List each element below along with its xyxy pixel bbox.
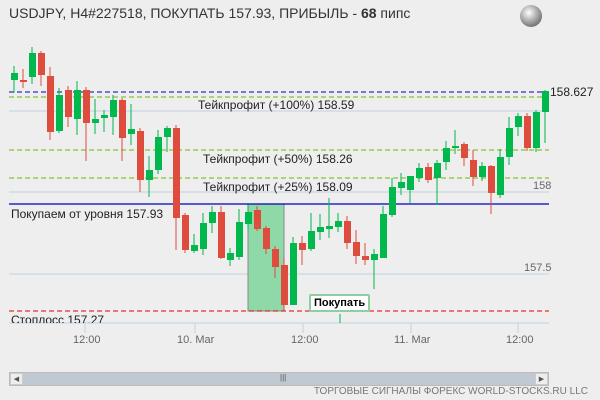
entry-label: Покупаем от уровня 157.93 bbox=[11, 207, 164, 221]
candle bbox=[299, 243, 306, 250]
candle bbox=[11, 73, 18, 80]
candle bbox=[56, 95, 63, 131]
candle bbox=[371, 254, 378, 260]
candle bbox=[29, 53, 36, 77]
globe-icon[interactable] bbox=[520, 5, 542, 27]
candle bbox=[227, 253, 234, 260]
candle bbox=[164, 128, 171, 137]
candle bbox=[281, 265, 288, 305]
candle bbox=[506, 128, 513, 157]
candle bbox=[542, 91, 549, 112]
scroll-left-button[interactable]: ◀ bbox=[10, 373, 23, 385]
candle bbox=[101, 115, 108, 118]
stoploss-label: Стоплосс 157.27 bbox=[11, 313, 105, 323]
candle bbox=[524, 116, 531, 148]
y-tick-1575: 157.5 bbox=[524, 262, 552, 274]
candle bbox=[128, 129, 135, 134]
chart-title: USDJPY, H4#227518, ПОКУПАТЬ 157.93, ПРИБ… bbox=[9, 5, 411, 21]
scroll-grip-icon[interactable]: ||| bbox=[280, 373, 287, 382]
candle bbox=[335, 221, 342, 227]
scroll-right-button[interactable]: ▶ bbox=[535, 373, 548, 385]
footer-credit: ТОРГОВЫЕ СИГНАЛЫ ФОРЕКС WORLD-STOCKS.RU … bbox=[313, 386, 588, 397]
candle bbox=[533, 112, 540, 148]
candle bbox=[191, 245, 198, 251]
candle bbox=[182, 215, 189, 250]
candle bbox=[326, 226, 333, 229]
candle bbox=[398, 182, 405, 188]
candle bbox=[443, 148, 450, 162]
candle bbox=[110, 100, 117, 117]
candle bbox=[254, 210, 261, 229]
tp100-label: Тейкпрофит (+100%) 158.59 bbox=[198, 98, 355, 112]
candle bbox=[497, 157, 504, 195]
candle bbox=[272, 249, 279, 267]
candle bbox=[92, 119, 99, 123]
tp25-label: Тейкпрофит (+25%) 158.09 bbox=[203, 180, 353, 194]
candle bbox=[74, 90, 81, 119]
candle bbox=[407, 176, 414, 190]
candle bbox=[344, 221, 351, 243]
x-tick: 12:00 bbox=[506, 334, 534, 346]
candle bbox=[236, 222, 243, 257]
candle bbox=[353, 242, 360, 256]
candle bbox=[137, 131, 144, 180]
x-tick: 12:00 bbox=[73, 334, 101, 346]
candle bbox=[38, 53, 45, 75]
x-tick: 11. Mar bbox=[394, 334, 431, 346]
tp50-label: Тейкпрофит (+50%) 158.26 bbox=[203, 152, 353, 166]
candle bbox=[515, 116, 522, 127]
candle bbox=[317, 227, 324, 232]
horizontal-scrollbar[interactable]: ◀ ||| ▶ bbox=[9, 372, 549, 386]
candle bbox=[479, 166, 486, 177]
candle bbox=[20, 80, 27, 82]
candle bbox=[389, 187, 396, 215]
candle bbox=[434, 163, 441, 178]
candle bbox=[488, 166, 495, 193]
candle bbox=[218, 212, 225, 258]
candle bbox=[200, 223, 207, 249]
x-tick: 10. Mar bbox=[177, 334, 215, 346]
candle bbox=[308, 231, 315, 249]
candle bbox=[290, 243, 297, 305]
candle bbox=[263, 228, 270, 249]
candle bbox=[362, 256, 369, 260]
candle bbox=[65, 90, 72, 117]
candle bbox=[461, 144, 468, 158]
y-tick-158: 158 bbox=[533, 180, 552, 192]
candle bbox=[416, 168, 423, 178]
current-price-label: 158.627 bbox=[550, 85, 594, 99]
candle bbox=[452, 146, 459, 148]
candle bbox=[425, 167, 432, 180]
candle bbox=[83, 90, 90, 123]
candle bbox=[245, 212, 252, 224]
candle bbox=[173, 128, 180, 218]
buy-signal-badge: Покупать bbox=[309, 294, 371, 312]
x-tick: 12:00 bbox=[291, 334, 319, 346]
candle bbox=[119, 100, 126, 138]
candle bbox=[380, 214, 387, 258]
candle bbox=[209, 212, 216, 223]
candle bbox=[470, 160, 477, 177]
candle bbox=[146, 170, 153, 180]
candle bbox=[47, 76, 54, 132]
candle bbox=[155, 137, 162, 170]
